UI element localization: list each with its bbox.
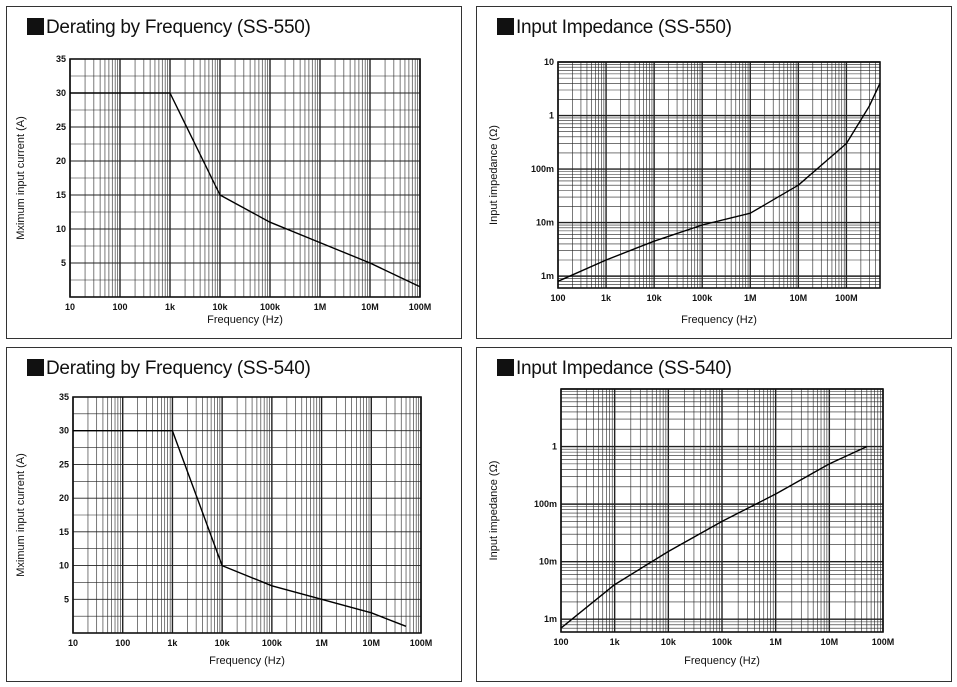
x-tick-label: 10M: [821, 637, 839, 647]
y-tick-label: 10m: [536, 218, 554, 228]
chart-panel-impedance-ss540: Input Impedance (SS-540) 100 1k 10k 100k 1M 1…: [476, 347, 952, 682]
series-line: [70, 92, 421, 288]
chart-title-text: Input Impedance (SS-540): [516, 358, 732, 379]
title-square-icon: [27, 18, 44, 35]
series-line: [557, 83, 881, 282]
x-axis-label: Frequency (Hz): [207, 314, 283, 326]
x-tick-label: 10M: [790, 293, 808, 303]
series-line: [560, 445, 868, 629]
plot-frame: [72, 396, 422, 634]
x-tick-label: 100: [112, 302, 127, 312]
x-tick-label: 1k: [601, 293, 612, 303]
chart-svg: 100 1k 10k 100k 1M 10M 100M 10 1 100m 10m 1m Frequen…: [488, 57, 881, 326]
x-axis-label: Frequency (Hz): [209, 655, 285, 667]
y-tick-label: 100m: [531, 164, 554, 174]
title-square-icon: [27, 359, 44, 376]
y-tick-label: 20: [56, 156, 66, 166]
y-tick-label: 100m: [534, 499, 557, 509]
x-tick-label: 100: [553, 637, 568, 647]
y-tick-label: 35: [59, 392, 69, 402]
x-tick-label: 100k: [692, 293, 713, 303]
x-axis-label: Frequency (Hz): [684, 655, 760, 667]
x-tick-label: 10: [68, 638, 78, 648]
chart-panel-derating-ss550: Derating by Frequency (SS-550) 10 100 1k 10…: [6, 6, 462, 339]
y-axis-label: Mximum input current (A): [15, 116, 27, 239]
series-line: [73, 429, 407, 627]
plot-frame: [557, 61, 881, 289]
y-tick-label: 30: [56, 88, 66, 98]
y-tick-label: 1: [552, 442, 557, 452]
x-tick-label: 100k: [260, 302, 281, 312]
x-tick-label: 1k: [610, 637, 621, 647]
chart-svg: 10 100 1k 10k 100k 1M 10M 100M 35 30 25 20 15 10 5 Freq…: [15, 392, 433, 667]
chart-title: Derating by Frequency (SS-550): [27, 17, 311, 39]
chart-title-text: Derating by Frequency (SS-540): [46, 358, 311, 379]
x-axis-label: Frequency (Hz): [681, 314, 757, 326]
title-square-icon: [497, 359, 514, 376]
x-tick-label: 1k: [167, 638, 178, 648]
x-tick-label: 10k: [212, 302, 228, 312]
y-tick-label: 25: [59, 459, 69, 469]
y-tick-label: 30: [59, 426, 69, 436]
y-tick-label: 10: [56, 224, 66, 234]
x-tick-label: 100M: [410, 638, 433, 648]
x-tick-label: 1M: [315, 638, 328, 648]
y-tick-label: 1m: [541, 271, 554, 281]
chart-panel-derating-ss540: Derating by Frequency (SS-540) 10 100 1k 10…: [6, 347, 462, 682]
x-tick-label: 100M: [409, 302, 432, 312]
x-tick-label: 1M: [744, 293, 757, 303]
chart-title-text: Input Impedance (SS-550): [516, 17, 732, 38]
y-tick-label: 10: [544, 57, 554, 67]
y-axis-label: Mximum input current (A): [15, 453, 27, 576]
chart-svg: 100 1k 10k 100k 1M 10M 100M 1 100m 10m 1m Frequency…: [488, 388, 895, 667]
y-tick-label: 35: [56, 54, 66, 64]
chart-panel-impedance-ss550: Input Impedance (SS-550) 100 1k 10k 100k 1M 1…: [476, 6, 952, 339]
x-tick-label: 100: [550, 293, 565, 303]
x-tick-label: 1k: [165, 302, 176, 312]
x-tick-label: 10M: [361, 302, 379, 312]
x-tick-label: 100M: [872, 637, 895, 647]
y-axis-label: Input impedance (Ω): [488, 461, 500, 561]
plot-frame: [69, 58, 421, 298]
chart-svg: 10 100 1k 10k 100k 1M 10M 100M 35 30 25 20 15 10 5 Freq…: [15, 54, 432, 326]
chart-title: Derating by Frequency (SS-540): [27, 358, 311, 380]
y-axis-label: Input impedance (Ω): [488, 125, 500, 225]
chart-title: Input Impedance (SS-550): [497, 17, 732, 39]
y-tick-label: 25: [56, 122, 66, 132]
title-square-icon: [497, 18, 514, 35]
chart-title-text: Derating by Frequency (SS-550): [46, 17, 311, 38]
y-tick-label: 15: [59, 527, 69, 537]
x-tick-label: 10k: [647, 293, 663, 303]
chart-title: Input Impedance (SS-540): [497, 358, 732, 380]
y-tick-label: 5: [61, 258, 66, 268]
x-tick-label: 10k: [661, 637, 677, 647]
y-tick-label: 10: [59, 561, 69, 571]
y-tick-label: 20: [59, 493, 69, 503]
y-tick-label: 15: [56, 190, 66, 200]
y-tick-label: 1m: [544, 614, 557, 624]
x-tick-label: 100: [115, 638, 130, 648]
x-tick-label: 10M: [363, 638, 381, 648]
x-tick-label: 100M: [835, 293, 858, 303]
x-tick-label: 1M: [314, 302, 327, 312]
y-tick-label: 5: [64, 594, 69, 604]
x-tick-label: 10: [65, 302, 75, 312]
plot-frame: [560, 388, 884, 633]
x-tick-label: 100k: [712, 637, 733, 647]
x-tick-label: 100k: [262, 638, 283, 648]
x-tick-label: 1M: [769, 637, 782, 647]
x-tick-label: 10k: [215, 638, 231, 648]
y-tick-label: 1: [549, 111, 554, 121]
y-tick-label: 10m: [539, 557, 557, 567]
